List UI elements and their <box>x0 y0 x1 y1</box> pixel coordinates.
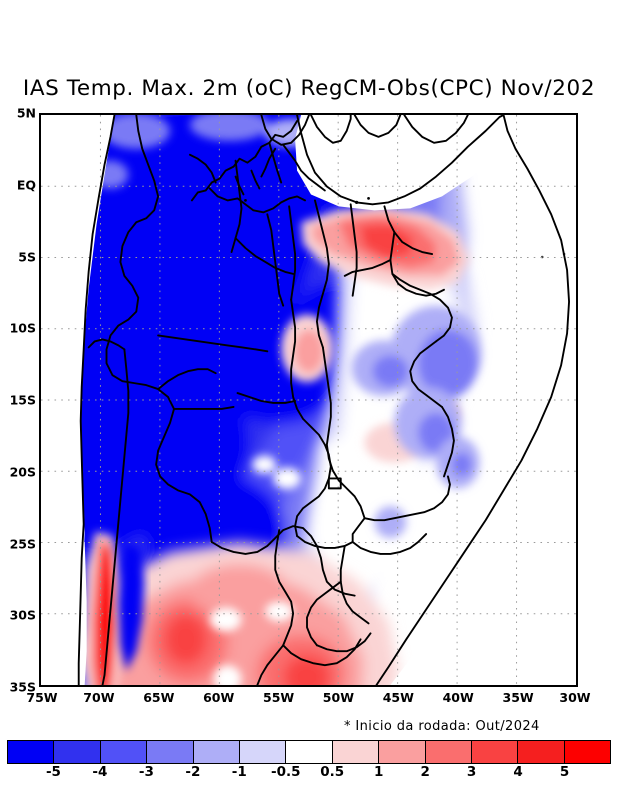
map-plot-area <box>39 113 578 687</box>
run-start-note: * Inicio da rodada: Out/2024 <box>344 719 540 734</box>
x-axis-label: 50W <box>322 690 354 705</box>
colorbar-segment <box>100 741 148 763</box>
colorbar-tick-label: 2 <box>420 764 430 780</box>
colorbar-tick-label: -4 <box>92 764 108 780</box>
y-axis-label: 35S <box>9 679 36 695</box>
colorbar-tick-label: 1 <box>373 764 384 780</box>
colorbar-segment <box>8 741 55 763</box>
colorbar-tick-label: 0.5 <box>320 764 345 780</box>
colorbar-segment <box>147 741 194 763</box>
colorbar-tick-label: 3 <box>466 764 477 780</box>
x-axis-label: 65W <box>143 690 175 705</box>
temperature-anomaly-map <box>41 115 576 685</box>
y-axis-label: 5N <box>16 105 36 121</box>
y-axis-label: 30S <box>9 607 36 623</box>
colorbar-tick-label: -0.5 <box>271 764 301 780</box>
y-axis-label: 10S <box>9 320 36 336</box>
colorbar-segment <box>332 741 380 763</box>
colorbar-segment <box>54 741 101 763</box>
colorbar-segment <box>286 741 333 763</box>
colorbar-segment <box>239 741 287 763</box>
colorbar-segment <box>564 741 611 763</box>
x-axis-label: 75W <box>26 690 58 705</box>
colorbar-tick-label: -3 <box>138 764 154 780</box>
x-axis-label: 55W <box>263 690 295 705</box>
colorbar-tick-label: 5 <box>559 764 570 780</box>
colorbar <box>7 740 611 764</box>
colorbar-segment <box>193 741 240 763</box>
colorbar-tick-label: 4 <box>513 764 523 780</box>
x-axis-label: 30W <box>559 690 591 705</box>
x-axis-label: 60W <box>203 690 235 705</box>
colorbar-segment <box>471 741 519 763</box>
x-axis-label: 40W <box>442 690 474 705</box>
x-axis-label: 70W <box>83 690 115 705</box>
colorbar-ticks: -5 -4 -3 -2 -1 -0.5 0.5 1 2 3 4 5 <box>7 764 611 784</box>
colorbar-tick-label: -2 <box>185 764 201 780</box>
x-axis-label: 45W <box>382 690 414 705</box>
y-axis-label: 5S <box>18 249 36 264</box>
y-axis-label: 20S <box>9 464 36 480</box>
y-axis-label: 25S <box>9 536 36 551</box>
map-canvas <box>39 113 578 687</box>
x-axis-label: 35W <box>502 690 534 705</box>
colorbar-segment <box>518 741 565 763</box>
y-axis-label: 15S <box>9 392 36 408</box>
y-axis-label: EQ <box>16 177 36 193</box>
colorbar-tick-label: -5 <box>45 764 61 780</box>
figure-title: IAS Temp. Max. 2m (oC) RegCM-Obs(CPC) No… <box>22 76 596 101</box>
colorbar-tick-label: -1 <box>231 764 247 780</box>
colorbar-segment <box>425 741 472 763</box>
colorbar-segment <box>379 741 426 763</box>
